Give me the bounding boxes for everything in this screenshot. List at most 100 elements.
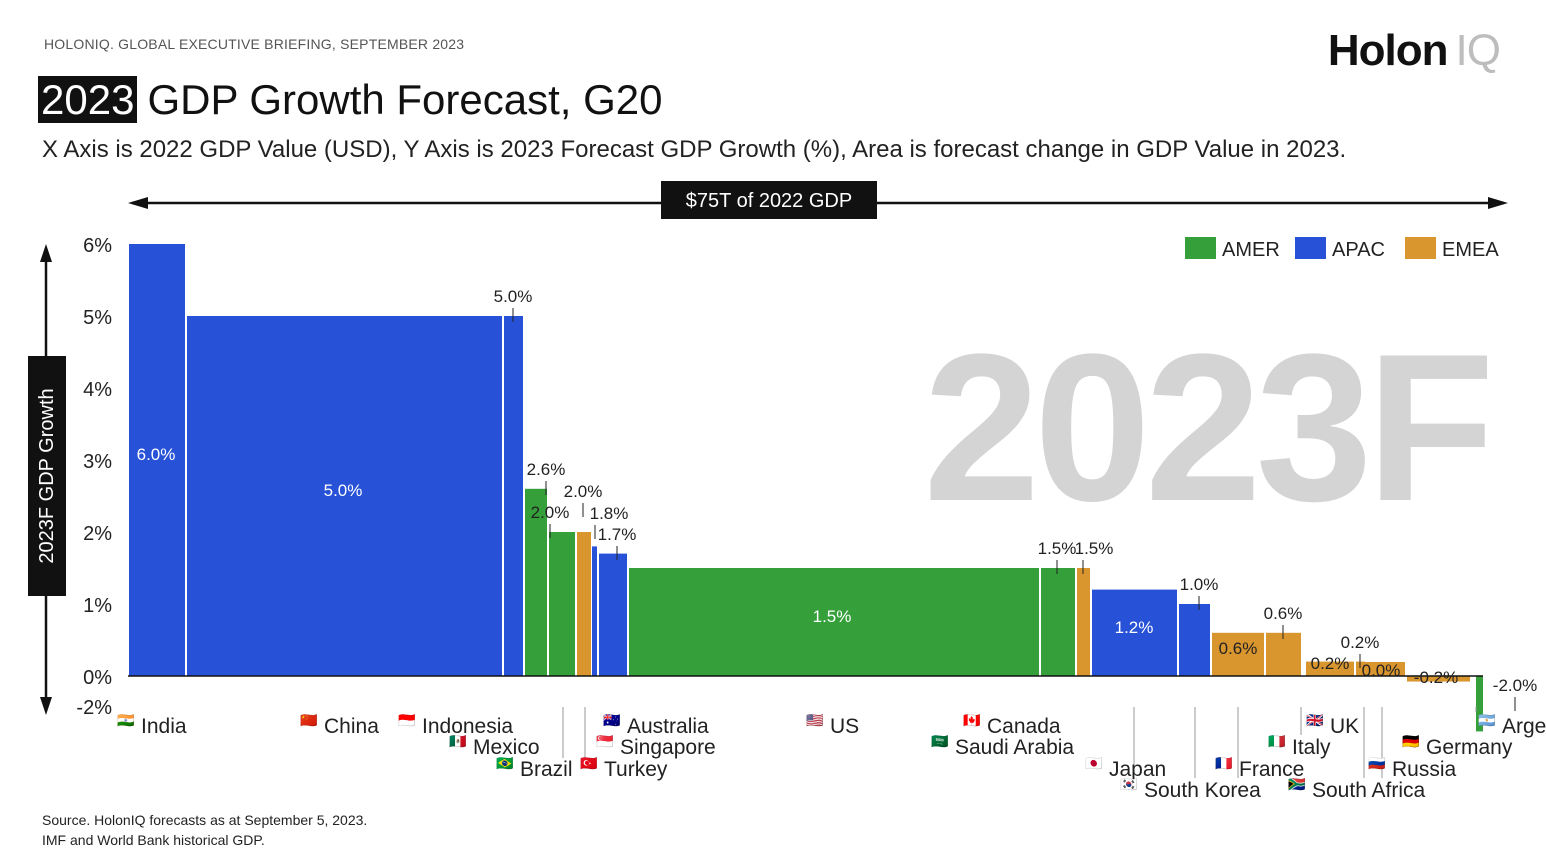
value-label-saudi-arabia: 1.5% [1075,539,1114,558]
country-label-turkey: Turkey [604,758,668,781]
value-label-brazil: 2.0% [531,503,570,522]
flag-icon: 🇯🇵 [1085,756,1103,772]
flag-icon: 🇿🇦 [1288,777,1306,793]
logo-sub: IQ [1455,26,1501,75]
page-title: 2023 GDP Growth Forecast, G20 [38,76,663,124]
page-subtitle: X Axis is 2022 GDP Value (USD), Y Axis i… [42,136,1347,163]
briefing-header: HOLONIQ. GLOBAL EXECUTIVE BRIEFING, SEPT… [44,36,465,52]
country-label-saudi-arabia: Saudi Arabia [955,736,1074,759]
country-label-brazil: Brazil [520,758,573,781]
value-label-india: 6.0% [137,445,176,464]
flag-icon: 🇮🇹 [1268,734,1286,750]
country-label-russia: Russia [1392,758,1457,781]
country-label-indonesia: Indonesia [422,715,513,738]
flag-icon: 🇹🇷 [580,756,598,772]
flag-icon: 🇺🇸 [806,713,824,729]
logo-main: Holon [1327,26,1449,75]
y-tick-label: 0% [83,667,112,689]
country-label-south-korea: South Korea [1144,779,1261,802]
country-label-south-africa: South Africa [1312,779,1426,802]
value-label-canada: 1.5% [1038,539,1077,558]
value-label-us: 1.5% [813,607,852,626]
flag-icon: 🇮🇳 [117,713,135,729]
country-label-india: India [141,715,187,738]
bar-argentina [1476,676,1483,732]
title-year: 2023 [38,76,138,123]
value-label-germany: -0.2% [1414,668,1458,687]
value-label-indonesia: 5.0% [494,287,533,306]
flag-icon: 🇨🇳 [300,713,318,729]
bar-uk [1306,661,1354,676]
legend-swatch-apac [1295,237,1326,259]
x-axis-label: $75T of 2022 GDP [686,190,852,212]
value-label-japan: 1.2% [1115,618,1154,637]
legend-swatch-amer [1185,237,1216,259]
country-label-japan: Japan [1109,758,1166,781]
bar-saudi-arabia [1077,568,1090,676]
legend-label-amer: AMER [1222,239,1280,261]
value-label-russia: 0.0% [1362,661,1401,680]
flag-icon: 🇲🇽 [449,734,467,750]
flag-icon: 🇮🇩 [398,713,416,729]
value-label-singapore: 1.7% [598,525,637,544]
bar-france [1212,632,1264,676]
value-label-argentina: -2.0% [1493,676,1537,695]
flag-icon: 🇸🇦 [931,734,949,750]
country-label-mexico: Mexico [473,736,540,759]
bar-mexico [525,488,547,676]
title-text: GDP Growth Forecast, G20 [147,76,663,123]
flag-icon: 🇷🇺 [1368,756,1386,772]
bar-singapore [599,553,627,676]
flag-icon: 🇫🇷 [1215,756,1233,772]
source-line-2: IMF and World Bank historical GDP. [42,832,265,848]
x-label-box [661,181,877,219]
country-label-germany: Germany [1426,736,1513,759]
bar-turkey [577,532,591,676]
flag-icon: 🇨🇦 [963,713,981,729]
country-label-france: France [1239,758,1304,781]
x-arrow-right-head [1488,197,1508,209]
y-tick-label: -2% [76,697,112,719]
value-label-mexico: 2.6% [527,460,566,479]
country-label-argentina: Arge [1502,715,1546,738]
bar-indonesia [504,316,523,676]
country-label-canada: Canada [987,715,1061,738]
value-label-france: 0.6% [1219,639,1258,658]
legend-label-emea: EMEA [1442,239,1499,261]
bar-canada [1041,568,1075,676]
y-tick-label: 2% [83,523,112,545]
flag-icon: 🇩🇪 [1402,734,1420,750]
flag-icon: 🇧🇷 [496,756,514,772]
flag-icon: 🇦🇺 [603,712,621,729]
value-label-australia: 1.8% [590,504,629,523]
bar-russia [1358,662,1405,676]
value-label-turkey: 2.0% [564,482,603,501]
bar-us [629,568,1039,676]
y-arrow-bottom-head [40,697,52,715]
value-label-south-korea: 1.0% [1180,575,1219,594]
y-axis-label: 2023F GDP Growth [36,388,58,563]
y-tick-label: 3% [83,451,112,473]
y-tick-label: 1% [83,595,112,617]
country-label-china: China [324,715,379,738]
flag-icon: 🇦🇷 [1478,713,1496,729]
flag-icon: 🇬🇧 [1306,713,1324,729]
y-tick-label: 4% [83,379,112,401]
country-label-uk: UK [1330,715,1359,738]
x-arrow-left-head [128,197,148,209]
bar-australia [592,546,597,676]
source-line-1: Source. HolonIQ forecasts as at Septembe… [42,812,368,828]
value-label-italy: 0.6% [1264,604,1303,623]
bar-brazil [549,532,575,676]
bar-china [187,316,502,676]
holoniq-logo: Holon IQ [1327,26,1501,76]
legend-swatch-emea [1405,237,1436,259]
y-arrow-top-head [40,244,52,262]
value-label-china: 5.0% [324,481,363,500]
country-label-australia: Australia [627,715,709,738]
bar-india [129,244,185,676]
legend-label-apac: APAC [1332,239,1385,261]
bar-south-korea [1179,604,1210,676]
bar-japan [1092,589,1177,676]
bar-germany [1407,676,1470,682]
